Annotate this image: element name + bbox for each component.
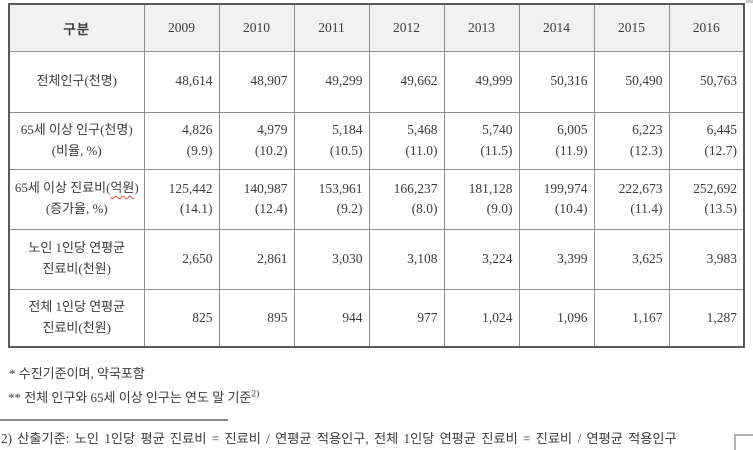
footnote-calculation-basis: 2) 산출기준: 노인 1인당 평균 진료비 = 진료비 / 연평균 적용인구,… — [1, 431, 677, 446]
value-cell: 140,987 (12.4) — [218, 168, 295, 230]
year-column-header: 2010 — [218, 3, 295, 52]
value-cell: 199,974 (10.4) — [518, 168, 595, 230]
value-cell: 6,445 (12.7) — [668, 111, 745, 170]
row-label: 전체 1인당 연평균 진료비(천원) — [8, 288, 145, 348]
table-row-elderly-population: 65세 이상 인구(천명) (비율, %) 4,826 (9.9) 4,979 (1… — [8, 111, 745, 170]
value-cell: 3,983 — [668, 228, 745, 290]
value-cell: 825 — [143, 288, 220, 348]
header-cell-gubun: 구분 — [8, 3, 145, 52]
value-cell: 49,999 — [443, 50, 520, 113]
value-cell: 181,128 (9.0) — [443, 168, 520, 230]
value-cell: 252,692 (13.5) — [668, 168, 745, 230]
value-cell: 1,167 — [593, 288, 670, 348]
value-cell: 3,030 — [293, 228, 370, 290]
value-cell: 6,005 (11.9) — [518, 111, 595, 170]
value-cell: 3,625 — [593, 228, 670, 290]
footnote-separator-rule — [0, 419, 228, 421]
table-row-total-population: 전체인구(천명) 48,614 48,907 49,299 49,662 49,… — [8, 50, 745, 113]
value-cell: 895 — [218, 288, 295, 348]
year-column-header: 2014 — [518, 3, 595, 52]
value-cell: 1,024 — [443, 288, 520, 348]
value-cell: 48,614 — [143, 50, 220, 113]
footnote-asterisk: * 수진기준이며, 약국포함 — [9, 366, 145, 381]
value-cell: 5,740 (11.5) — [443, 111, 520, 170]
value-cell: 153,961 (9.2) — [293, 168, 370, 230]
year-column-header: 2012 — [368, 3, 445, 52]
year-column-header: 2015 — [593, 3, 670, 52]
value-cell: 944 — [293, 288, 370, 348]
value-cell: 50,490 — [593, 50, 670, 113]
year-column-header: 2013 — [443, 3, 520, 52]
row-label: 65세 이상 진료비(억원) (증가율, %) — [8, 168, 145, 230]
value-cell: 3,108 — [368, 228, 445, 290]
value-cell: 48,907 — [218, 50, 295, 113]
row-label: 노인 1인당 연평균 진료비(천원) — [8, 228, 145, 290]
value-cell: 5,468 (11.0) — [368, 111, 445, 170]
value-cell: 3,399 — [518, 228, 595, 290]
value-cell: 4,979 (10.2) — [218, 111, 295, 170]
value-cell: 2,650 — [143, 228, 220, 290]
row-label: 전체인구(천명) — [8, 50, 145, 113]
value-cell: 977 — [368, 288, 445, 348]
value-cell: 50,316 — [518, 50, 595, 113]
value-cell: 125,442 (14.1) — [143, 168, 220, 230]
footnote-double-asterisk: ** 전체 인구와 65세 이상 인구는 연도 말 기준2) — [8, 389, 260, 405]
footnote-superscript-marker: 2) — [251, 389, 260, 400]
value-cell: 4,826 (9.9) — [143, 111, 220, 170]
bottom-right-corner-mark — [734, 434, 753, 450]
year-column-header: 2011 — [293, 3, 370, 52]
table-row-elderly-medical-cost: 65세 이상 진료비(억원) (증가율, %) 125,442 (14.1) 14… — [8, 168, 745, 230]
spellcheck-underlined-word: 억원 — [110, 180, 135, 196]
value-cell: 1,287 — [668, 288, 745, 348]
year-column-header: 2016 — [668, 3, 745, 52]
value-cell: 222,673 (11.4) — [593, 168, 670, 230]
value-cell: 49,662 — [368, 50, 445, 113]
row-label: 65세 이상 인구(천명) (비율, %) — [8, 111, 145, 170]
value-cell: 6,223 (12.3) — [593, 111, 670, 170]
value-cell: 50,763 — [668, 50, 745, 113]
year-column-header: 2009 — [143, 3, 220, 52]
table-header-row: 구분 2009 2010 2011 2012 2013 2014 2015 20… — [8, 3, 745, 52]
value-cell: 5,184 (10.5) — [293, 111, 370, 170]
table-row-total-per-capita-cost: 전체 1인당 연평균 진료비(천원) 825 895 944 977 1,024… — [8, 288, 745, 348]
top-right-ui-fragment — [746, 0, 753, 3]
value-cell: 1,096 — [518, 288, 595, 348]
value-cell: 49,299 — [293, 50, 370, 113]
value-cell: 3,224 — [443, 228, 520, 290]
statistics-table: 구분 2009 2010 2011 2012 2013 2014 2015 20… — [8, 3, 745, 348]
value-cell: 2,861 — [218, 228, 295, 290]
value-cell: 166,237 (8.0) — [368, 168, 445, 230]
table-row-elderly-per-capita-cost: 노인 1인당 연평균 진료비(천원) 2,650 2,861 3,030 3,1… — [8, 228, 745, 290]
